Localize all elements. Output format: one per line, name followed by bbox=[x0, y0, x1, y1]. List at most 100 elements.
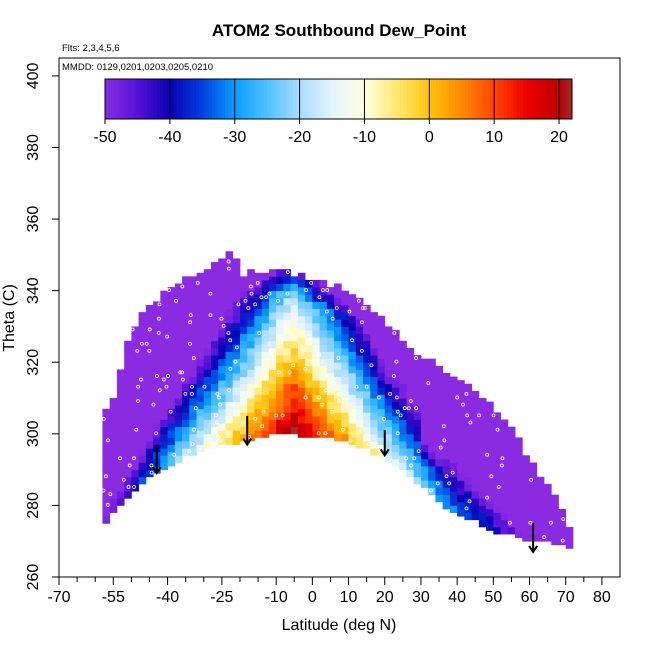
obs-point bbox=[218, 402, 222, 407]
heat-cell bbox=[196, 351, 205, 360]
heat-cell bbox=[486, 401, 494, 410]
obs-point bbox=[164, 384, 169, 389]
heat-cell bbox=[283, 355, 292, 363]
heat-cell bbox=[391, 444, 400, 453]
heat-cell bbox=[225, 251, 234, 259]
heat-cell bbox=[442, 466, 451, 474]
heat-cell bbox=[203, 304, 212, 313]
heat-cell bbox=[391, 458, 400, 467]
heat-cell bbox=[428, 380, 436, 388]
heat-cell bbox=[478, 440, 487, 449]
obs-point bbox=[382, 417, 386, 421]
obs-point bbox=[134, 427, 139, 432]
heat-cell bbox=[218, 344, 226, 352]
heat-cell bbox=[551, 516, 559, 524]
heat-cell bbox=[283, 398, 292, 406]
heat-cell bbox=[160, 347, 168, 356]
heat-cell bbox=[363, 355, 371, 363]
heat-cell bbox=[290, 426, 299, 435]
heat-cell bbox=[239, 312, 248, 320]
heat-cell bbox=[283, 390, 292, 399]
heat-cell bbox=[536, 526, 545, 535]
heat-cell bbox=[442, 387, 451, 395]
heat-cell bbox=[138, 455, 147, 463]
colorbar-cell bbox=[510, 79, 515, 119]
obs-point bbox=[395, 431, 400, 436]
heat-cell bbox=[312, 372, 320, 381]
heat-cell bbox=[138, 476, 147, 485]
heat-cell bbox=[319, 337, 328, 345]
heat-cell bbox=[261, 387, 270, 395]
heat-cell bbox=[131, 340, 140, 349]
obs-point bbox=[208, 313, 213, 318]
heat-cell bbox=[457, 415, 465, 424]
heat-cell bbox=[391, 415, 400, 424]
heat-cell bbox=[377, 408, 386, 417]
heat-cell bbox=[167, 380, 176, 388]
heat-cell bbox=[478, 469, 487, 478]
heat-cell bbox=[239, 340, 248, 349]
obs-point bbox=[228, 338, 233, 343]
x-axis-label: Latitude (deg N) bbox=[282, 617, 397, 634]
heat-cell bbox=[355, 297, 364, 306]
heat-cell bbox=[529, 512, 538, 521]
down-arrow-icon bbox=[242, 415, 253, 447]
obs-point bbox=[394, 359, 399, 364]
colorbar-cell bbox=[293, 79, 297, 119]
heat-cell bbox=[305, 394, 313, 403]
heat-cell bbox=[478, 476, 487, 485]
heat-cell bbox=[377, 315, 386, 324]
heat-cell bbox=[131, 462, 140, 471]
heat-cell bbox=[341, 419, 349, 428]
obs-point bbox=[360, 306, 365, 310]
heat-cell bbox=[399, 369, 407, 377]
heat-cell bbox=[536, 476, 545, 485]
heat-cell bbox=[225, 358, 234, 367]
obs-point bbox=[255, 281, 260, 285]
heat-cell bbox=[449, 398, 458, 406]
heat-cell bbox=[319, 365, 328, 374]
colorbar-cell bbox=[237, 79, 242, 119]
heat-cell bbox=[145, 433, 154, 442]
colorbar-cell bbox=[367, 79, 372, 119]
colorbar-cell bbox=[458, 79, 463, 119]
heat-cell bbox=[500, 491, 509, 499]
heat-cell bbox=[334, 405, 342, 413]
heat-cell bbox=[182, 448, 190, 456]
heat-cell bbox=[182, 312, 190, 320]
heat-cell bbox=[326, 423, 335, 431]
heat-cell bbox=[254, 308, 263, 317]
colorbar-gradient bbox=[105, 79, 573, 119]
heat-cell bbox=[138, 319, 147, 327]
heat-cell bbox=[471, 498, 480, 506]
heat-cell bbox=[297, 330, 306, 338]
heat-cell bbox=[363, 319, 371, 327]
heat-cell bbox=[558, 508, 567, 517]
heat-cell bbox=[145, 440, 154, 449]
heat-cell bbox=[341, 426, 349, 435]
heat-cell bbox=[124, 340, 132, 349]
heat-cell bbox=[355, 355, 364, 363]
heat-cell bbox=[341, 376, 349, 385]
heat-cell bbox=[341, 290, 349, 299]
heat-cell bbox=[297, 423, 306, 431]
heat-cell bbox=[268, 419, 277, 428]
obs-point bbox=[149, 470, 154, 475]
heat-cell bbox=[276, 276, 284, 284]
colorbar-tick-label: 20 bbox=[550, 129, 568, 146]
heat-cell bbox=[239, 304, 248, 313]
heat-cell bbox=[189, 312, 197, 320]
heat-cell bbox=[211, 426, 219, 435]
obs-point bbox=[406, 406, 411, 411]
heat-cell bbox=[334, 433, 342, 442]
colorbar-cell bbox=[471, 79, 476, 119]
heat-cell bbox=[182, 398, 190, 406]
heat-cell bbox=[312, 351, 320, 360]
heat-cell bbox=[370, 340, 378, 349]
heat-cell bbox=[254, 287, 263, 295]
heat-cell bbox=[109, 440, 118, 449]
obs-point bbox=[414, 406, 419, 411]
heat-cell bbox=[116, 498, 125, 506]
heat-cell bbox=[189, 440, 197, 449]
heat-cell bbox=[391, 337, 400, 345]
